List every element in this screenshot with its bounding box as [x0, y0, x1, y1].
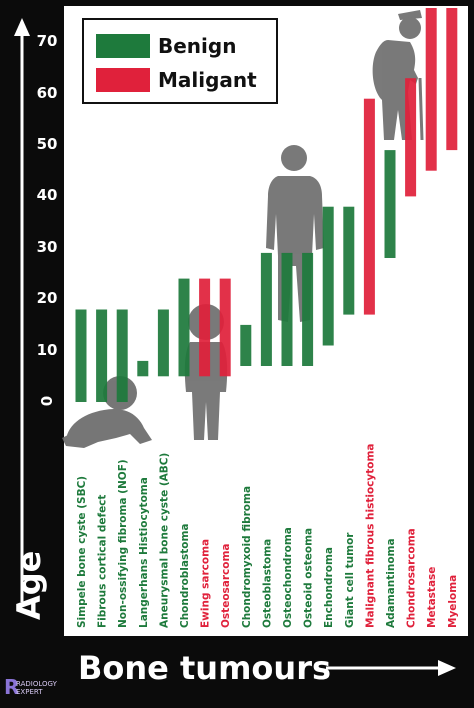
x-tick-label: Osteochondroma: [282, 527, 294, 628]
legend-swatch-benign: [96, 34, 150, 58]
x-tick-label: Fibrous cortical defect: [97, 495, 109, 628]
legend-label-maligant: Maligant: [158, 68, 257, 92]
x-tick-label: Malignant fibrous histiocytoma: [364, 443, 376, 628]
bar-benign-0: [75, 309, 87, 402]
bar-benign-13: [343, 206, 355, 315]
y-tick-label: 10: [36, 340, 58, 359]
adult-silhouette-icon: [266, 145, 324, 322]
bar-maligant-7: [219, 278, 231, 377]
legend-label-benign: Benign: [158, 34, 237, 58]
bar-benign-8: [240, 324, 252, 366]
y-tick-label: 70: [36, 32, 58, 51]
x-tick-label: Chondrosarcoma: [406, 528, 418, 628]
y-axis-label: Age: [10, 550, 48, 620]
y-axis-arrowhead: [14, 18, 30, 36]
bar-benign-4: [157, 309, 169, 377]
bar-benign-11: [302, 252, 314, 366]
x-tick-labels: Simpele bone cyste (SBC) Fibrous cortical…: [76, 443, 459, 628]
x-tick-label: Giant cell tumor: [344, 532, 356, 628]
bar-benign-15: [384, 150, 396, 258]
legend: Benign Maligant: [82, 18, 278, 104]
x-tick-label: Non-ossifying fibroma (NOF): [117, 459, 129, 628]
bar-maligant-17: [425, 8, 437, 171]
y-tick-label: 30: [36, 237, 58, 256]
y-tick-label: 0: [38, 395, 56, 407]
bar-benign-2: [116, 309, 128, 402]
x-tick-label: Osteosarcoma: [220, 543, 232, 628]
bar-maligant-18: [446, 8, 458, 151]
bar-benign-1: [96, 309, 108, 402]
y-tick-label: 60: [36, 83, 58, 102]
bar-maligant-14: [363, 98, 375, 315]
radiology-assistant-logo: R RADIOLOGY EXPERT: [4, 675, 57, 699]
x-tick-label: Langerhans Histiocytoma: [138, 477, 150, 628]
x-tick-label: Osteoblastoma: [261, 539, 273, 628]
y-axis-arrow: [14, 18, 30, 602]
bar-maligant-6: [199, 278, 211, 377]
x-tick-label: Enchondroma: [323, 547, 335, 628]
legend-swatch-maligant: [96, 68, 150, 92]
bars-layer: [75, 8, 458, 402]
bar-maligant-16: [405, 78, 417, 197]
x-tick-label: Chondroblastoma: [179, 524, 191, 629]
x-axis-label: Bone tumours: [78, 649, 332, 687]
y-tick-label: 50: [36, 135, 58, 153]
x-tick-label: Adamantinoma: [385, 538, 397, 628]
x-tick-label: Myeloma: [447, 575, 459, 628]
x-tick-label: Metastase: [426, 567, 438, 628]
y-tick-label: 20: [36, 289, 58, 308]
x-tick-label: Osteoid osteoma: [303, 528, 315, 628]
x-tick-label: Chondromyxoid fibroma: [241, 486, 253, 628]
bar-benign-3: [137, 360, 149, 377]
x-tick-label: Aneurysmal bone cyste (ABC): [158, 453, 170, 628]
x-axis-arrowhead: [438, 660, 456, 676]
bar-benign-9: [260, 252, 272, 366]
x-axis-arrow: [326, 660, 456, 676]
bar-benign-12: [322, 206, 334, 346]
bar-benign-5: [178, 278, 190, 377]
bar-benign-10: [281, 252, 293, 366]
y-tick-label: 40: [36, 186, 58, 205]
x-tick-label: Simpele bone cyste (SBC): [76, 476, 88, 628]
x-tick-label: Ewing sarcoma: [200, 539, 212, 628]
